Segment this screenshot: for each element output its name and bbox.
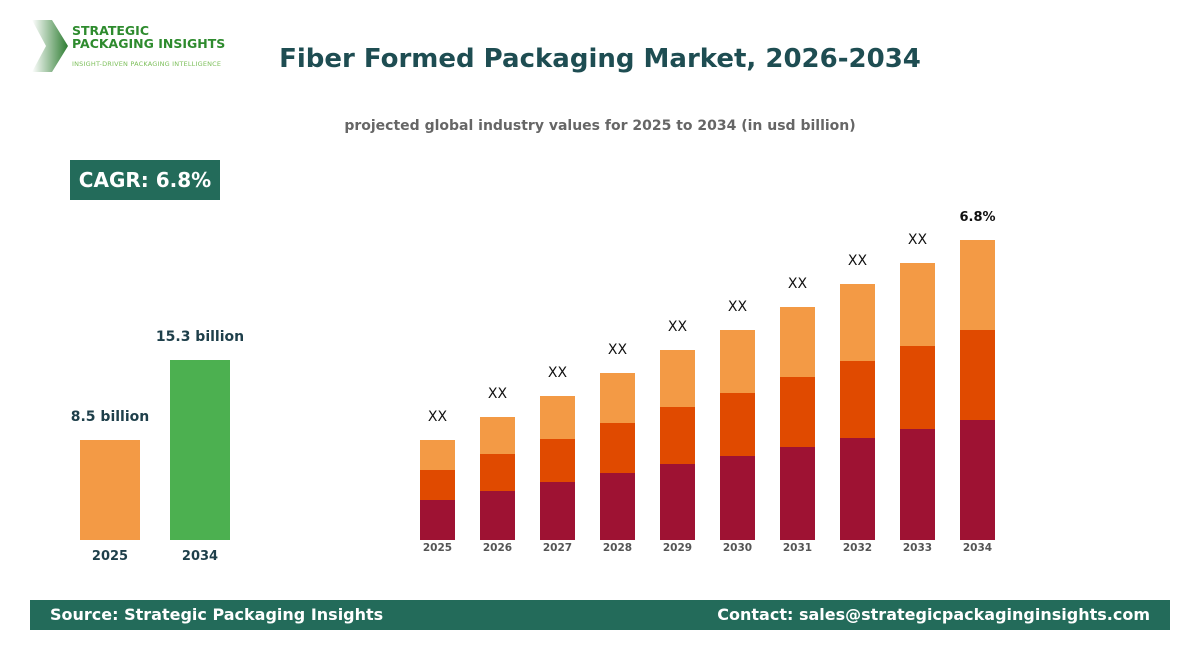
chart-title: Fiber Formed Packaging Market, 2026-2034 [279, 44, 921, 74]
x-tick-2025: 2025 [423, 542, 452, 554]
bar-segment-2027-1 [540, 439, 575, 482]
x-tick-2027: 2027 [543, 542, 572, 554]
x-tick-2031: 2031 [783, 542, 812, 554]
x-tick-2028: 2028 [603, 542, 632, 554]
bar-segment-2034-0 [960, 420, 995, 540]
bar-segment-2029-0 [660, 464, 695, 540]
cagr-badge: CAGR: 6.8% [70, 160, 220, 200]
bar-2034 [170, 360, 230, 540]
bar-segment-2033-1 [900, 346, 935, 429]
bar-2025 [80, 440, 140, 540]
bar-segment-2032-0 [840, 438, 875, 540]
bar-segment-2025-1 [420, 470, 455, 500]
bar-segment-2026-0 [480, 491, 515, 540]
bar-segment-2034-2 [960, 240, 995, 330]
data-label-2034: 6.8% [959, 210, 995, 225]
x-tick-2032: 2032 [843, 542, 872, 554]
bar-segment-2028-0 [600, 473, 635, 540]
bar-segment-2030-2 [720, 330, 755, 393]
bar-segment-2028-2 [600, 373, 635, 423]
bar-segment-2025-0 [420, 500, 455, 540]
bar-segment-2034-1 [960, 330, 995, 420]
x-tick-2034: 2034 [963, 542, 992, 554]
x-tick-2033: 2033 [903, 542, 932, 554]
data-label-2027: XX [548, 365, 568, 381]
x-tick-2029: 2029 [663, 542, 692, 554]
data-label-2034: 15.3 billion [156, 329, 244, 345]
bar-segment-2029-1 [660, 407, 695, 464]
x-tick-2026: 2026 [483, 542, 512, 554]
bar-segment-2028-1 [600, 423, 635, 473]
footer-bar: Source: Strategic Packaging Insights Con… [30, 600, 1170, 630]
bar-segment-2029-2 [660, 350, 695, 407]
bar-segment-2032-1 [840, 361, 875, 438]
data-label-2029: XX [668, 319, 688, 335]
data-label-2026: XX [488, 386, 508, 402]
data-label-2025: 8.5 billion [71, 409, 149, 425]
logo-line1: STRATEGIC [72, 23, 150, 38]
contact-text: Contact: sales@strategicpackaginginsight… [717, 605, 1150, 624]
logo-tagline: INSIGHT-DRIVEN PACKAGING INTELLIGENCE [72, 60, 222, 68]
bar-segment-2030-0 [720, 456, 755, 540]
logo-name: STRATEGIC PACKAGING INSIGHTS [72, 24, 225, 50]
bar-segment-2030-1 [720, 393, 755, 456]
bar-segment-2027-2 [540, 396, 575, 439]
source-text: Source: Strategic Packaging Insights [50, 605, 384, 624]
data-label-2031: XX [788, 276, 808, 292]
bar-segment-2026-2 [480, 417, 515, 454]
x-tick-2030: 2030 [723, 542, 752, 554]
data-label-2025: XX [428, 409, 448, 425]
bar-segment-2031-0 [780, 447, 815, 540]
logo-chevron-icon [32, 20, 68, 72]
bar-segment-2033-2 [900, 263, 935, 346]
x-tick-2025: 2025 [92, 549, 128, 564]
bar-segment-2026-1 [480, 454, 515, 491]
bar-segment-2031-2 [780, 307, 815, 377]
bar-segment-2031-1 [780, 377, 815, 447]
bar-segment-2032-2 [840, 284, 875, 361]
data-label-2030: XX [728, 299, 748, 315]
data-label-2028: XX [608, 342, 628, 358]
x-tick-2034: 2034 [182, 549, 218, 564]
data-label-2032: XX [848, 253, 868, 269]
logo-line2: PACKAGING INSIGHTS [72, 36, 226, 51]
bar-segment-2033-0 [900, 429, 935, 540]
data-label-2033: XX [908, 232, 928, 248]
bar-charts: 8.5 billion 2025 15.3 billion 2034 XX 2025 XX 2… [71, 210, 996, 564]
bar-segment-2025-2 [420, 440, 455, 470]
bar-segment-2027-0 [540, 482, 575, 540]
chart-subtitle: projected global industry values for 202… [344, 118, 856, 134]
